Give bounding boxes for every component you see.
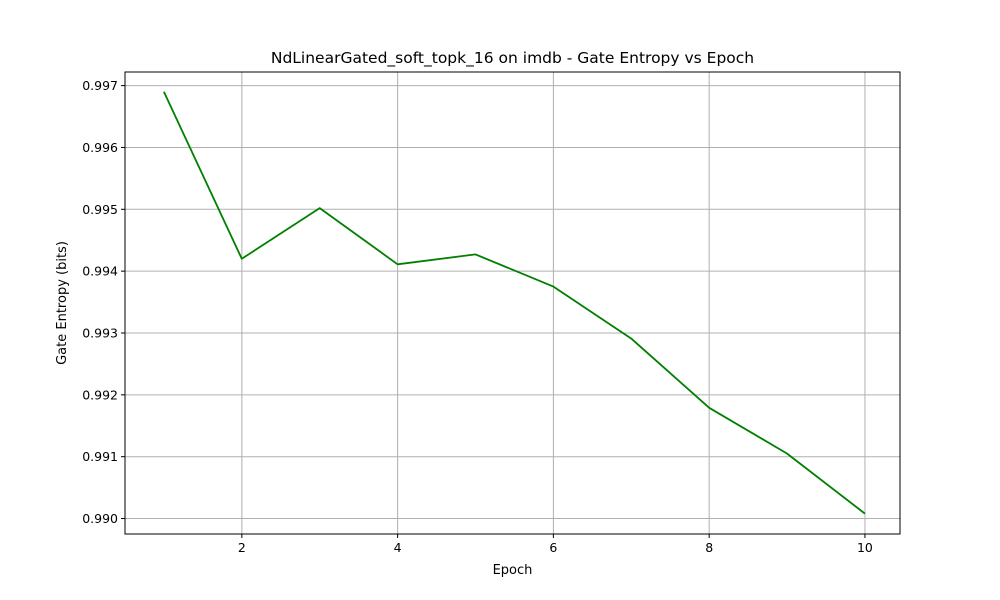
y-tick-label: 0.990 — [82, 511, 118, 526]
series-line — [163, 91, 866, 515]
y-tick-label: 0.993 — [82, 325, 118, 340]
x-tick-label: 10 — [857, 540, 873, 555]
grid — [125, 72, 900, 534]
y-tick-label: 0.994 — [82, 264, 118, 279]
chart-title: NdLinearGated_soft_topk_16 on imdb - Gat… — [271, 49, 754, 68]
y-tick-label: 0.997 — [82, 78, 118, 93]
x-axis-label: Epoch — [493, 563, 533, 578]
y-tick-label: 0.995 — [82, 202, 118, 217]
x-tick-label: 8 — [705, 540, 713, 555]
y-axis-label: Gate Entropy (bits) — [55, 241, 70, 365]
y-tick-label: 0.992 — [82, 387, 118, 402]
series-layer — [163, 91, 866, 515]
ticks: 2 4 6 8 10 0.990 0.991 0.992 0.993 0.994 0.995 0.99… — [82, 78, 873, 555]
y-tick-label: 0.996 — [82, 140, 118, 155]
x-tick-label: 6 — [549, 540, 557, 555]
x-tick-label: 4 — [394, 540, 402, 555]
plot-frame — [124, 71, 901, 535]
x-tick-label: 2 — [238, 540, 246, 555]
y-tick-label: 0.991 — [82, 449, 118, 464]
